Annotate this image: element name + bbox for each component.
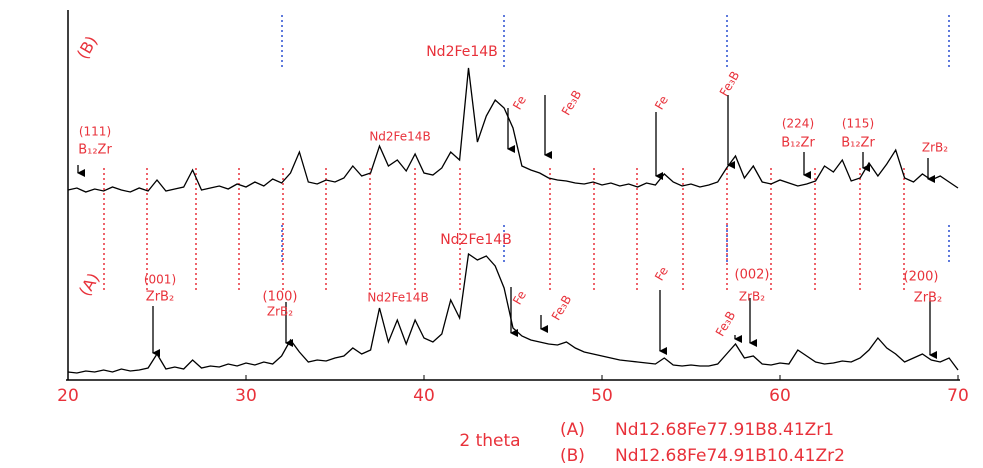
annotation: ZrB₂: [914, 291, 942, 306]
legend-label: (B): [560, 446, 585, 466]
x-tick-label: 60: [769, 386, 791, 406]
annotation: (100): [263, 290, 298, 305]
legend-label: (A): [560, 420, 585, 440]
annotation: Fe: [652, 93, 671, 112]
annotation: ZrB₂: [739, 290, 765, 304]
annotation: ZrB₂: [146, 290, 174, 305]
x-tick-label: 70: [947, 386, 969, 406]
x-tick-label: 50: [591, 386, 613, 406]
annotation: Nd2Fe14B: [367, 291, 428, 305]
legend-entry: Nd12.68Fe74.91B10.41Zr2: [615, 446, 845, 466]
annotation: ZrB₂: [267, 305, 293, 319]
annotation: Fe: [652, 264, 671, 283]
annotation: Fe₃B: [549, 293, 574, 323]
annotation: B₁₂Zr: [841, 136, 875, 151]
x-axis-label: 2 theta: [459, 431, 520, 451]
annotation: (002): [735, 268, 770, 283]
series-line: [67, 67, 959, 193]
annotation: (200): [904, 270, 939, 285]
annotation: Fe: [510, 288, 529, 307]
annotation: Fe₃B: [559, 88, 584, 118]
annotation: (224): [782, 117, 814, 131]
annotation: Nd2Fe14B: [426, 44, 498, 60]
annotation: B₁₂Zr: [781, 136, 815, 151]
annotation: (111): [79, 125, 111, 139]
annotation: (115): [842, 117, 874, 131]
series-line: [67, 252, 959, 374]
x-tick-label: 20: [57, 386, 79, 406]
annotation: (B): [73, 33, 101, 63]
annotation: B₁₂Zr: [78, 143, 112, 158]
annotation: Fe: [510, 93, 529, 112]
annotation: Nd2Fe14B: [369, 130, 430, 144]
annotation: Nd2Fe14B: [440, 232, 512, 248]
annotation: Fe₃B: [713, 309, 738, 339]
red-dotted-lines: [103, 168, 905, 292]
reference-lines: [103, 15, 950, 292]
legend-entry: Nd12.68Fe77.91B8.41Zr1: [615, 420, 834, 440]
annotation: (A): [75, 270, 103, 300]
annotation: Fe₃B: [717, 69, 742, 99]
annotation: (001): [144, 273, 176, 287]
x-tick-label: 30: [235, 386, 257, 406]
x-tick-label: 40: [413, 386, 435, 406]
arrows: [77, 95, 937, 359]
annotation: ZrB₂: [922, 141, 948, 155]
